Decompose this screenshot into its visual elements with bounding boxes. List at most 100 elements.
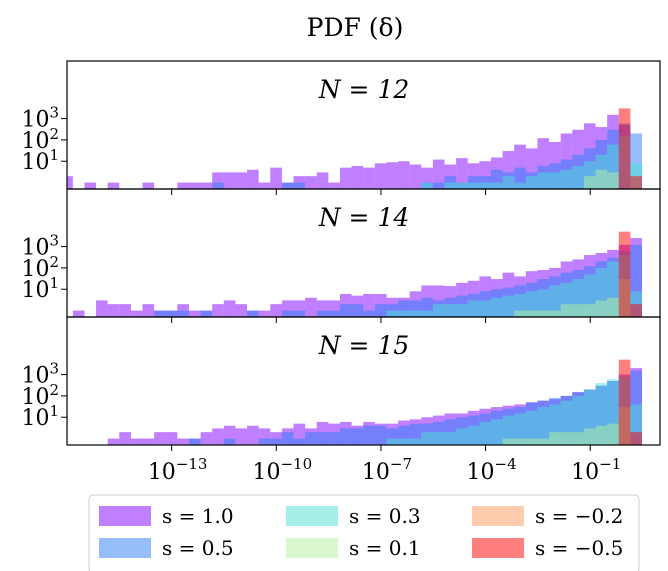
bar-s-1-0-11: [212, 172, 224, 189]
bar-s-1-0-20: [316, 172, 329, 189]
bar-s-0-3-33: [467, 425, 480, 445]
bar-s-0-5-15: [258, 438, 271, 445]
bar-s-0-3-40: [549, 404, 561, 445]
bar-s-0-1-44: [595, 169, 608, 189]
bar-s-1-0-23: [351, 165, 364, 189]
bar-s-0-3-36: [502, 176, 515, 189]
bar-s-0-1-43: [583, 304, 596, 317]
bar-s-1-0-20: [316, 300, 329, 317]
bar-s-1-0-19: [305, 176, 317, 189]
bar-s-0-1-43: [583, 428, 596, 445]
bar-s-1-0-12: [223, 300, 236, 317]
bar-s-0-3-26: [386, 310, 399, 317]
bar-s-1-0-28: [409, 164, 422, 189]
bar-s-0-3-47: [630, 404, 643, 445]
x-tick-label: 10−7: [362, 455, 412, 485]
bar-s-1-0-8: [177, 438, 189, 445]
bar-s-0-5-26: [386, 428, 399, 445]
bar-s-0-3-45: [607, 379, 619, 445]
bar-s-0-3-36: [502, 415, 515, 445]
bar-s-0-3-41: [560, 400, 573, 445]
bar-s-0-5-8: [177, 310, 189, 317]
bar-s-0-3-42: [572, 279, 584, 317]
bar-s-0-3-34: [479, 421, 491, 445]
legend-swatch-s-0-1: [286, 538, 338, 558]
bar-s-0-5-18: [293, 182, 306, 189]
bar-s-0-3-27: [398, 310, 410, 317]
bar-s-1-0-24: [363, 167, 375, 189]
bar-s-0-5-18: [293, 310, 306, 317]
bar-s-0-3-44: [595, 383, 608, 445]
bar-s-0-3-30: [432, 304, 445, 317]
bar-s-1-0-36: [502, 151, 515, 189]
bar-s-0-3-37: [514, 413, 526, 445]
x-tick-label: 10−1: [571, 455, 621, 485]
bar-s-0-3-39: [537, 172, 550, 189]
bar-s-1-0-22: [339, 167, 352, 189]
bar-s-1-0-13: [235, 172, 248, 189]
bar-s-1-0-8: [177, 182, 189, 189]
bar-s-0-3-35: [490, 182, 503, 189]
bar-s-0-1-38: [525, 438, 538, 445]
bar-s-0-5-30: [432, 182, 445, 189]
bar-s-0-3-33: [467, 300, 480, 317]
bar-s-neg0-5-46: [618, 231, 631, 317]
bar-s-0-3-38: [525, 410, 538, 445]
bar-s-0-5-27: [398, 425, 410, 445]
bar-s-0-3-43: [583, 274, 596, 317]
bar-s-1-0-13: [235, 428, 248, 445]
bar-s-0-5-19: [305, 432, 317, 445]
bar-s-0-3-28: [409, 438, 422, 445]
bar-s-1-0-38: [525, 148, 538, 189]
bar-s-0-3-40: [549, 172, 561, 189]
bar-s-1-0-1: [96, 300, 108, 317]
bar-s-1-0-34: [479, 161, 491, 189]
bar-s-neg0-5-46: [618, 108, 631, 189]
panel-frame: [66, 316, 661, 446]
bar-s-0-3-36: [502, 295, 515, 317]
legend: s = 1.0 s = 0.5 s = 0.3 s = 0.1 s = −0.2 s = …: [88, 494, 640, 571]
bar-s-1-0-4: [130, 310, 143, 317]
bar-s-1-0-3: [119, 432, 131, 445]
bar-s-1-0-15: [258, 310, 271, 317]
bar-s-1-0-14: [247, 425, 259, 445]
bar-s-0-3-43: [583, 389, 596, 445]
bar-s-0-1-45: [607, 172, 619, 189]
bar-s-0-5-37: [514, 167, 526, 189]
bar-s-0-1-36: [502, 438, 515, 445]
bar-s-1-0-24: [363, 293, 375, 317]
legend-label: s = 0.5: [162, 536, 234, 560]
bar-s-0-3-32: [456, 182, 468, 189]
bar-s-0-3-41: [560, 282, 573, 317]
bar-s-1-0-2: [107, 304, 120, 317]
bar-s-0-3-31: [444, 432, 457, 445]
bar-s-1-0-25: [374, 163, 387, 189]
bar-s-0-3-45: [607, 144, 619, 189]
bar-s-1-0-32: [456, 158, 468, 189]
bar-s-0-3-43: [583, 161, 596, 189]
y-tick-label: 102: [21, 125, 59, 154]
bar-s-0-5-10: [200, 310, 213, 317]
bars: [107, 359, 643, 445]
x-tick-label: 10−13: [148, 455, 208, 485]
bar-s-0-5-17: [281, 182, 294, 189]
bar-s-1-0-29: [421, 167, 433, 189]
legend-swatch-s-1-0: [99, 506, 151, 526]
bar-s-0-1-41: [560, 432, 573, 445]
bar-s-0-3-42: [572, 395, 584, 445]
bar-s-0-3-34: [479, 300, 491, 317]
bar-s-1-0-2: [107, 182, 120, 189]
bar-s-1-0-16: [270, 304, 282, 317]
bar-s-0-5-23: [351, 428, 364, 445]
y-tick-label: 101: [21, 146, 59, 175]
bar-s-0-1-44: [595, 300, 608, 317]
bar-s-0-5-17: [281, 432, 294, 445]
bar-s-0-5-35: [490, 169, 503, 189]
bar-s-1-0-12: [223, 425, 236, 445]
bar-s-0-1-38: [525, 310, 538, 317]
bar-s-0-5-21: [328, 310, 340, 317]
bar-s-0-1-44: [595, 425, 608, 445]
y-tick-label: 101: [21, 402, 59, 431]
bar-s-0-1-42: [572, 304, 584, 317]
